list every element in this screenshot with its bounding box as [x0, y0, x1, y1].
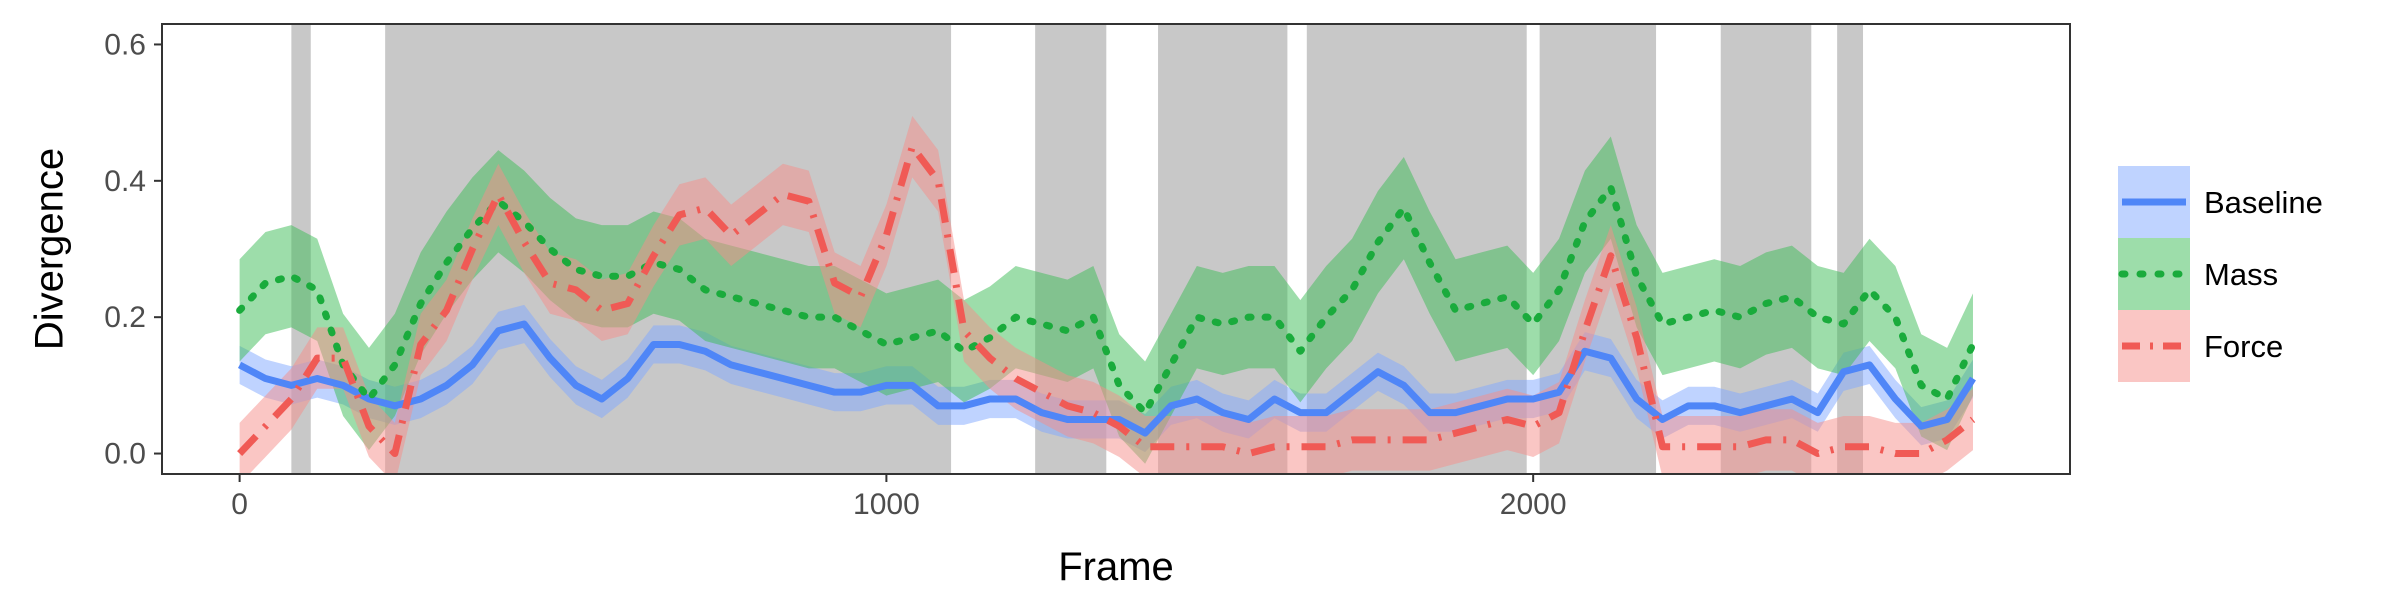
x-axis-title: Frame: [1058, 545, 1174, 589]
legend-item-force: Force: [2118, 310, 2283, 382]
shaded-region: [1837, 24, 1864, 474]
y-tick-label: 0.6: [104, 28, 146, 61]
x-tick-label: 1000: [853, 488, 920, 521]
y-axis-title: Divergence: [28, 148, 72, 350]
legend: Baseline Mass Force: [2118, 166, 2323, 382]
y-tick-label: 0.4: [104, 165, 146, 198]
line-baseline: [237, 320, 1976, 437]
y-tick-label: 0.2: [104, 301, 146, 334]
legend-item-mass: Mass: [2118, 238, 2278, 310]
y-tick-label: 0.0: [104, 438, 146, 471]
line-mass: [236, 184, 1977, 417]
line-force: [237, 143, 1976, 458]
x-tick-label: 2000: [1500, 488, 1567, 521]
plot-panel-border: [161, 23, 2071, 475]
band-force: [239, 116, 1973, 474]
legend-label-force: Force: [2204, 329, 2283, 364]
legend-label-baseline: Baseline: [2204, 185, 2323, 220]
x-tick-label: 0: [231, 488, 248, 521]
legend-label-mass: Mass: [2204, 257, 2278, 292]
legend-item-baseline: Baseline: [2118, 166, 2323, 238]
axes: 0 1000 2000 0.0 0.2 0.4 0.6: [104, 28, 1566, 521]
series-lines: [236, 143, 1977, 458]
